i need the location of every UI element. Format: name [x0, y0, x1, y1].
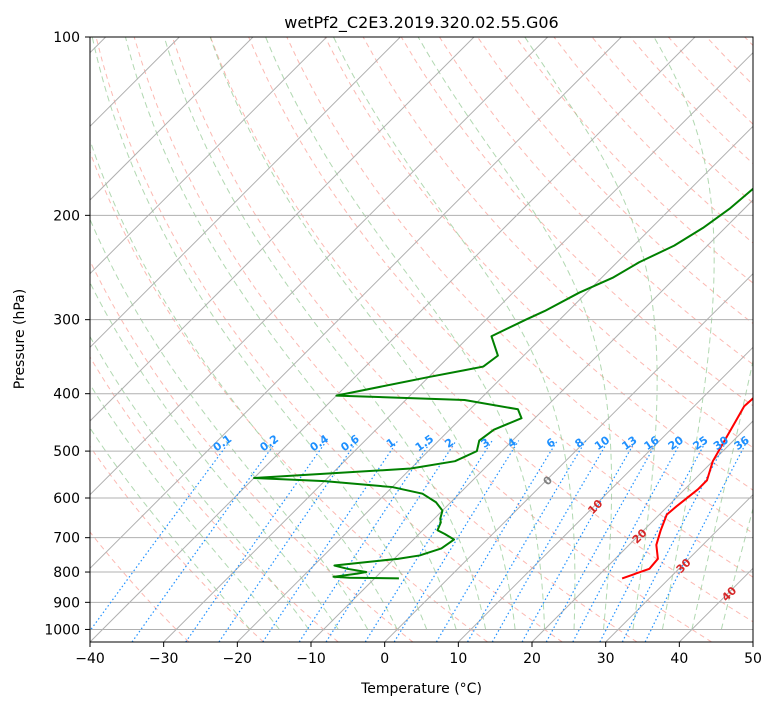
dry-adiabat-line	[439, 37, 753, 366]
mixing-ratio-line	[393, 440, 520, 642]
moist-adiabat-line	[524, 37, 658, 630]
mixing-ratio-line	[545, 440, 659, 642]
isotherm-line	[90, 37, 254, 201]
moist-adiabat-line	[90, 383, 280, 630]
x-tick-label: 10	[449, 651, 467, 667]
mixing-ratio-line	[262, 440, 399, 642]
sounding-series	[253, 187, 753, 580]
x-tick-label: −10	[296, 651, 326, 667]
moist-adiabat-line	[90, 138, 398, 630]
isotherm-line	[605, 493, 753, 642]
y-axis-ticks: 1000 900 800 700 600 500 400 300 200 100	[44, 30, 90, 638]
moist-adiabat-line	[265, 37, 546, 630]
dry-adiabat-line	[90, 150, 488, 642]
x-axis-label: Temperature (°C)	[360, 681, 482, 697]
dry-adiabat-line	[90, 531, 190, 642]
x-tick-label: 30	[597, 651, 615, 667]
isotherm-line	[90, 37, 696, 642]
isotherm-line	[457, 346, 753, 642]
y-tick-label: 100	[53, 30, 80, 46]
mixing-ratio-line	[466, 440, 587, 642]
isotherm-line	[90, 37, 549, 496]
y-tick-label: 400	[53, 387, 80, 403]
isotherm-line	[310, 199, 753, 642]
y-tick-label: 700	[53, 531, 80, 547]
temperature-profile	[621, 397, 753, 580]
isotherm-line	[90, 37, 622, 570]
dry-adiabat-line	[210, 37, 753, 623]
isotherm-line	[90, 37, 475, 422]
isotherm-line	[90, 37, 401, 349]
mixing-ratio-line	[185, 440, 328, 642]
y-tick-label: 600	[53, 491, 80, 507]
dry-adiabat-line	[515, 37, 753, 284]
moist-adiabat-line	[163, 37, 487, 630]
isotherm-line	[163, 51, 753, 642]
chart-title: wetPf2_C2E3.2019.320.02.55.G06	[284, 13, 558, 33]
moist-adiabat-line	[90, 281, 339, 630]
mixing-ratio-line	[298, 440, 432, 642]
isotherms	[90, 37, 753, 642]
moist-adiabat-line	[720, 506, 753, 630]
y-tick-label: 900	[53, 595, 80, 611]
isotherm-line	[236, 125, 753, 642]
x-tick-label: −20	[223, 651, 253, 667]
y-tick-label: 300	[53, 313, 80, 329]
dry-adiabat-line	[171, 37, 712, 642]
mixing-ratio-line	[644, 440, 748, 642]
dry-adiabat-line	[95, 37, 563, 642]
dewpoint-profile	[253, 187, 753, 580]
mixing-ratio-line	[435, 440, 558, 642]
mixing-ratio-line	[131, 440, 278, 642]
y-tick-label: 800	[53, 565, 80, 581]
dry-adiabat-line	[248, 37, 753, 578]
x-tick-label: 40	[670, 651, 688, 667]
dry-adiabat-line	[90, 356, 339, 642]
moist-adiabat-line	[417, 37, 613, 630]
y-tick-label: 1000	[44, 622, 80, 638]
moist-adiabat-line	[653, 37, 715, 630]
mixing-ratio-lines	[90, 440, 748, 642]
isotherm-line	[531, 420, 753, 642]
mixing-ratio-line	[218, 440, 358, 642]
moist-adiabat-line	[691, 358, 753, 630]
y-axis-label: Pressure (hPa)	[12, 289, 28, 389]
isotherm-line	[384, 272, 753, 642]
moist-adiabat-line	[90, 335, 310, 630]
mixing-ratio-line	[572, 440, 683, 642]
dry-adiabat-line	[400, 37, 753, 407]
moist-adiabat-line	[90, 427, 251, 630]
moist-adiabat-line	[209, 37, 516, 630]
x-tick-label: −30	[149, 651, 179, 667]
x-tick-label: 0	[380, 651, 389, 667]
mixing-ratio-line	[364, 440, 493, 642]
x-tick-label: −40	[75, 651, 105, 667]
y-tick-label: 200	[53, 208, 80, 224]
x-tick-label: 20	[523, 651, 541, 667]
isotherm-line	[90, 37, 328, 275]
x-tick-label: 50	[744, 651, 762, 667]
plot-frame	[89, 36, 754, 643]
moist-adiabats	[90, 37, 753, 630]
mixing-ratio-line	[521, 440, 637, 642]
moist-adiabat-line	[124, 37, 457, 630]
moist-adiabat-line	[90, 218, 369, 630]
mixing-ratio-line	[90, 440, 231, 632]
x-axis-ticks: −40 −30 −20 −10 0 10 20 30 40 50	[75, 642, 762, 667]
y-tick-label: 500	[53, 444, 80, 460]
dry-adiabat-line	[90, 445, 264, 642]
moist-adiabat-line	[91, 37, 428, 630]
